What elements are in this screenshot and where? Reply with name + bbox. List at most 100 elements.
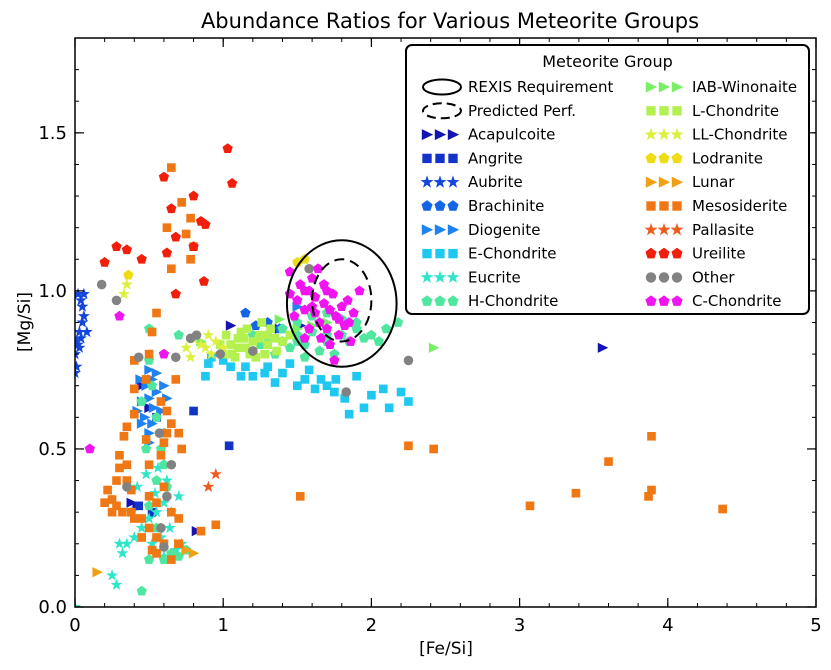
data-point [428, 342, 440, 353]
data-point [156, 523, 166, 533]
legend-entry: LL-Chondrite [644, 126, 788, 144]
legend-marker [433, 175, 447, 188]
data-point [159, 482, 169, 492]
data-point [718, 504, 727, 514]
data-point [141, 443, 152, 454]
data-point [299, 285, 310, 296]
legend-entry: Predicted Perf. [422, 102, 576, 120]
data-point [167, 163, 176, 172]
data-point [170, 231, 181, 242]
data-point [152, 533, 161, 542]
data-point [147, 545, 157, 555]
data-point [292, 294, 303, 305]
data-point [270, 378, 280, 387]
data-point [154, 428, 165, 438]
legend-marker [446, 175, 460, 188]
data-point [160, 474, 173, 486]
legend-marker [422, 248, 432, 259]
data-point [367, 390, 376, 400]
data-point [173, 329, 184, 340]
legend-marker [670, 127, 684, 141]
legend-marker [446, 270, 460, 283]
series-diogenite [132, 301, 303, 448]
data-point [156, 405, 167, 417]
data-point [169, 543, 182, 556]
data-point [75, 325, 86, 338]
data-point [84, 443, 95, 454]
data-point [167, 507, 176, 517]
axis-ticks: 0 1 2 3 4 5 0.0 0.5 1.0 1.5 [38, 37, 822, 636]
legend-entry: Acapulcoite [421, 126, 555, 144]
data-point [404, 397, 413, 406]
legend-entry: Brachinite [421, 197, 544, 215]
data-point [144, 393, 155, 404]
legend-label: C-Chondrite [692, 292, 782, 310]
x-tick-label: 2 [366, 615, 377, 636]
x-tick-label: 1 [217, 615, 228, 636]
legend-marker [671, 272, 683, 283]
legend-label: H-Chondrite [468, 292, 558, 310]
data-point [324, 339, 336, 349]
data-point [141, 375, 151, 384]
legend-marker [447, 295, 459, 306]
data-point [75, 366, 81, 379]
data-point [285, 330, 295, 340]
data-point [226, 340, 235, 349]
data-point [152, 498, 161, 508]
data-point [139, 412, 151, 423]
data-point [75, 360, 83, 372]
data-point [141, 435, 151, 444]
data-point [167, 555, 176, 564]
data-point [341, 387, 352, 397]
data-point [204, 359, 213, 368]
series-l-chondrite [215, 318, 295, 362]
data-point [358, 332, 370, 343]
legend-marker [670, 222, 684, 236]
legend-marker [434, 295, 446, 306]
data-point [75, 347, 81, 360]
data-point [304, 263, 314, 274]
legend-label: E-Chondrite [468, 245, 557, 263]
legend-marker [421, 224, 434, 236]
data-point [316, 375, 326, 384]
legend-marker [658, 152, 670, 164]
data-point [295, 492, 305, 501]
data-point [263, 362, 272, 372]
legend-entry: Mesosiderite [646, 197, 787, 215]
data-point [92, 567, 103, 578]
data-point [115, 463, 124, 473]
legend-marker [659, 106, 669, 116]
data-point [151, 475, 162, 485]
legend-marker [658, 247, 670, 259]
data-point [215, 340, 225, 349]
legend-marker [645, 152, 657, 164]
data-point [75, 294, 87, 306]
data-point [156, 450, 166, 460]
data-point [76, 316, 89, 328]
data-point [123, 269, 134, 280]
chart-title: Abundance Ratios for Various Meteorite G… [201, 9, 699, 33]
data-point [151, 367, 163, 379]
series-ureilite [99, 143, 238, 299]
data-point [285, 359, 295, 368]
y-tick-label: 1.5 [38, 123, 67, 144]
data-point [384, 403, 394, 413]
data-point [403, 355, 414, 366]
data-point [140, 467, 153, 480]
data-marks [75, 143, 727, 607]
x-tick-label: 0 [69, 615, 80, 636]
data-point [143, 512, 156, 524]
data-point [329, 348, 340, 359]
legend-label: Mesosiderite [692, 197, 787, 215]
data-point [251, 352, 261, 362]
y-tick-label: 1.0 [38, 281, 67, 302]
legend-entry: REXIS Requirement [422, 78, 613, 96]
data-point [174, 428, 184, 438]
legend-entry: Pallasite [644, 221, 754, 239]
legend-entry: Angrite [422, 149, 523, 167]
data-point [299, 332, 310, 343]
data-point [159, 542, 169, 552]
data-point [126, 485, 136, 495]
data-point [266, 324, 275, 334]
legend-entry: Diogenite [421, 221, 540, 239]
